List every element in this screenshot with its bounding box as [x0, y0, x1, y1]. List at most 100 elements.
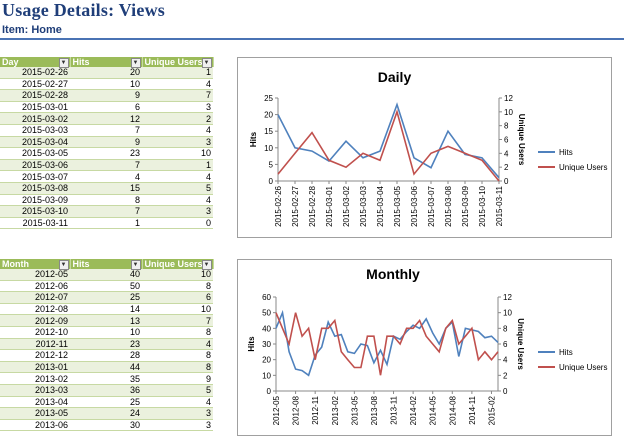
cell-period[interactable]: 2012-08: [0, 303, 70, 316]
cell-hits[interactable]: 20: [70, 67, 142, 79]
daily-chart[interactable]: Daily 0 5 10 15 20 25 0 2 4 6 8 10 12 Hits Unique Users…: [237, 57, 612, 238]
cell-hits[interactable]: 4: [70, 170, 142, 183]
filter-dropdown-icon[interactable]: ▼: [130, 58, 141, 68]
cell-hits[interactable]: 23: [70, 147, 142, 160]
cell-unique-users[interactable]: 9: [142, 372, 213, 385]
cell-hits[interactable]: 24: [70, 407, 142, 420]
cell-unique-users[interactable]: 8: [142, 280, 213, 293]
cell-period[interactable]: 2015-03-09: [0, 194, 70, 207]
cell-period[interactable]: 2012-05: [0, 269, 70, 281]
cell-unique-users[interactable]: 3: [142, 136, 213, 149]
cell-period[interactable]: 2013-05: [0, 407, 70, 420]
cell-period[interactable]: 2012-09: [0, 314, 70, 327]
cell-unique-users[interactable]: 8: [142, 326, 213, 339]
cell-hits[interactable]: 36: [70, 384, 142, 397]
cell-unique-users[interactable]: 8: [142, 349, 213, 362]
header-unique-users[interactable]: Unique Users ▼: [142, 259, 214, 270]
cell-period[interactable]: 2015-03-05: [0, 147, 70, 160]
cell-hits[interactable]: 23: [70, 338, 142, 351]
cell-unique-users[interactable]: 10: [142, 269, 213, 281]
cell-unique-users[interactable]: 3: [142, 205, 213, 218]
cell-period[interactable]: 2012-07: [0, 291, 70, 304]
cell-hits[interactable]: 10: [70, 326, 142, 339]
filter-dropdown-icon[interactable]: ▼: [58, 58, 69, 68]
cell-period[interactable]: 2015-03-07: [0, 170, 70, 183]
cell-hits[interactable]: 14: [70, 303, 142, 316]
cell-period[interactable]: 2013-04: [0, 396, 70, 409]
cell-period[interactable]: 2015-03-02: [0, 112, 70, 125]
cell-hits[interactable]: 28: [70, 349, 142, 362]
cell-period[interactable]: 2015-02-26: [0, 67, 70, 79]
cell-hits[interactable]: 40: [70, 269, 142, 281]
y-tick-label: 30: [262, 340, 271, 349]
cell-period[interactable]: 2015-03-08: [0, 182, 70, 195]
cell-hits[interactable]: 25: [70, 291, 142, 304]
cell-hits[interactable]: 44: [70, 361, 142, 374]
cell-unique-users[interactable]: 6: [142, 291, 213, 304]
cell-period[interactable]: 2012-12: [0, 349, 70, 362]
cell-period[interactable]: 2015-02-27: [0, 78, 70, 91]
cell-period[interactable]: 2013-02: [0, 372, 70, 385]
cell-period[interactable]: 2013-06: [0, 419, 70, 432]
cell-period[interactable]: 2015-03-01: [0, 101, 70, 114]
cell-hits[interactable]: 7: [70, 205, 142, 218]
cell-hits[interactable]: 35: [70, 372, 142, 385]
cell-unique-users[interactable]: 4: [142, 396, 213, 409]
monthly-chart[interactable]: Monthly 0 10 20 30 40 50 60 0 2 4 6 8 10 12 Hits Unique …: [237, 259, 612, 436]
cell-unique-users[interactable]: 4: [142, 170, 213, 183]
cell-hits[interactable]: 7: [70, 159, 142, 172]
cell-unique-users[interactable]: 4: [142, 194, 213, 207]
cell-hits[interactable]: 10: [70, 78, 142, 91]
cell-unique-users[interactable]: 7: [142, 314, 213, 327]
cell-period[interactable]: 2013-03: [0, 384, 70, 397]
filter-dropdown-icon[interactable]: ▼: [201, 58, 212, 68]
header-day[interactable]: Day ▼: [0, 57, 71, 68]
cell-hits[interactable]: 12: [70, 112, 142, 125]
cell-unique-users[interactable]: 10: [142, 303, 213, 316]
legend-label: Hits: [559, 348, 573, 357]
cell-hits[interactable]: 1: [70, 217, 142, 230]
header-month[interactable]: Month ▼: [0, 259, 71, 270]
cell-hits[interactable]: 8: [70, 194, 142, 207]
cell-unique-users[interactable]: 3: [142, 101, 213, 114]
cell-unique-users[interactable]: 5: [142, 182, 213, 195]
cell-period[interactable]: 2013-01: [0, 361, 70, 374]
cell-unique-users[interactable]: 7: [142, 89, 213, 102]
header-hits[interactable]: Hits ▼: [70, 57, 143, 68]
filter-dropdown-icon[interactable]: ▼: [201, 260, 212, 270]
filter-dropdown-icon[interactable]: ▼: [58, 260, 69, 270]
cell-hits[interactable]: 25: [70, 396, 142, 409]
cell-unique-users[interactable]: 0: [142, 217, 213, 230]
cell-unique-users[interactable]: 4: [142, 124, 213, 137]
header-hits[interactable]: Hits ▼: [70, 259, 143, 270]
cell-period[interactable]: 2012-10: [0, 326, 70, 339]
cell-unique-users[interactable]: 3: [142, 419, 213, 432]
cell-unique-users[interactable]: 10: [142, 147, 213, 160]
filter-dropdown-icon[interactable]: ▼: [130, 260, 141, 270]
cell-period[interactable]: 2015-02-28: [0, 89, 70, 102]
cell-period[interactable]: 2015-03-06: [0, 159, 70, 172]
cell-hits[interactable]: 9: [70, 136, 142, 149]
cell-unique-users[interactable]: 1: [142, 159, 213, 172]
cell-period[interactable]: 2015-03-04: [0, 136, 70, 149]
cell-unique-users[interactable]: 3: [142, 407, 213, 420]
header-unique-users[interactable]: Unique Users ▼: [142, 57, 214, 68]
cell-period[interactable]: 2015-03-03: [0, 124, 70, 137]
cell-hits[interactable]: 13: [70, 314, 142, 327]
cell-hits[interactable]: 6: [70, 101, 142, 114]
cell-hits[interactable]: 15: [70, 182, 142, 195]
cell-hits[interactable]: 7: [70, 124, 142, 137]
cell-unique-users[interactable]: 4: [142, 338, 213, 351]
cell-unique-users[interactable]: 2: [142, 112, 213, 125]
cell-unique-users[interactable]: 5: [142, 384, 213, 397]
cell-period[interactable]: 2015-03-11: [0, 217, 70, 230]
cell-unique-users[interactable]: 1: [142, 67, 213, 79]
cell-unique-users[interactable]: 8: [142, 361, 213, 374]
cell-hits[interactable]: 50: [70, 280, 142, 293]
cell-period[interactable]: 2012-11: [0, 338, 70, 351]
cell-hits[interactable]: 30: [70, 419, 142, 432]
cell-hits[interactable]: 9: [70, 89, 142, 102]
cell-unique-users[interactable]: 4: [142, 78, 213, 91]
cell-period[interactable]: 2012-06: [0, 280, 70, 293]
cell-period[interactable]: 2015-03-10: [0, 205, 70, 218]
